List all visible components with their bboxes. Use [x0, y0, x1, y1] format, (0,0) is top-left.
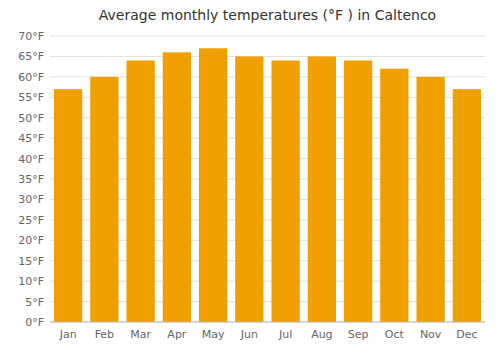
bar [271, 61, 299, 322]
chart: 0°F 5°F 10°F 15°F 20°F 25°F 30°F 35°F 40°F 45°F 50… [0, 0, 500, 350]
y-tick-label: 15°F [18, 255, 44, 268]
grid-line [50, 322, 485, 323]
x-tick-label: Mar [130, 328, 151, 341]
x-tick-label: Nov [420, 328, 442, 341]
x-tick-label: Jan [59, 328, 77, 341]
x-axis-line [50, 322, 485, 323]
x-tick-label: Sep [348, 328, 369, 341]
bar [453, 89, 481, 322]
title: Average monthly temperatures (°F ) in Ca… [99, 7, 436, 23]
x-tick-label: Dec [456, 328, 477, 341]
y-tick-label: 55°F [18, 91, 44, 104]
y-tick-label: 5°F [25, 296, 44, 309]
y-tick-label: 30°F [18, 193, 44, 206]
x-tick-label: Jul [278, 328, 292, 341]
bar [344, 61, 372, 322]
bars [54, 48, 481, 322]
y-tick-label: 35°F [18, 173, 44, 186]
grid [50, 36, 485, 322]
bar [380, 69, 408, 322]
y-tick-label: 40°F [18, 153, 44, 166]
y-tick-label: 70°F [18, 30, 44, 43]
x-tick-label: Jun [240, 328, 258, 341]
y-tick-label: 0°F [25, 316, 44, 329]
y-tick-label: 45°F [18, 132, 44, 145]
bar [90, 77, 118, 322]
grid-line [50, 36, 485, 37]
y-tick-label: 60°F [18, 71, 44, 84]
grid-line [50, 56, 485, 57]
bar [126, 61, 154, 322]
bar [163, 52, 191, 322]
bar [54, 89, 82, 322]
x-tick-label: May [202, 328, 225, 341]
bar [199, 48, 227, 322]
bar [308, 56, 336, 322]
x-tick-label: Oct [385, 328, 405, 341]
bar [416, 77, 444, 322]
y-tick-label: 10°F [18, 275, 44, 288]
y-tick-label: 20°F [18, 234, 44, 247]
y-tick-label: 65°F [18, 50, 44, 63]
y-tick-label: 25°F [18, 214, 44, 227]
x-tick-label: Feb [95, 328, 114, 341]
x-tick-label: Apr [167, 328, 187, 341]
x-tick-label: Aug [311, 328, 332, 341]
bar [235, 56, 263, 322]
y-tick-label: 50°F [18, 112, 44, 125]
